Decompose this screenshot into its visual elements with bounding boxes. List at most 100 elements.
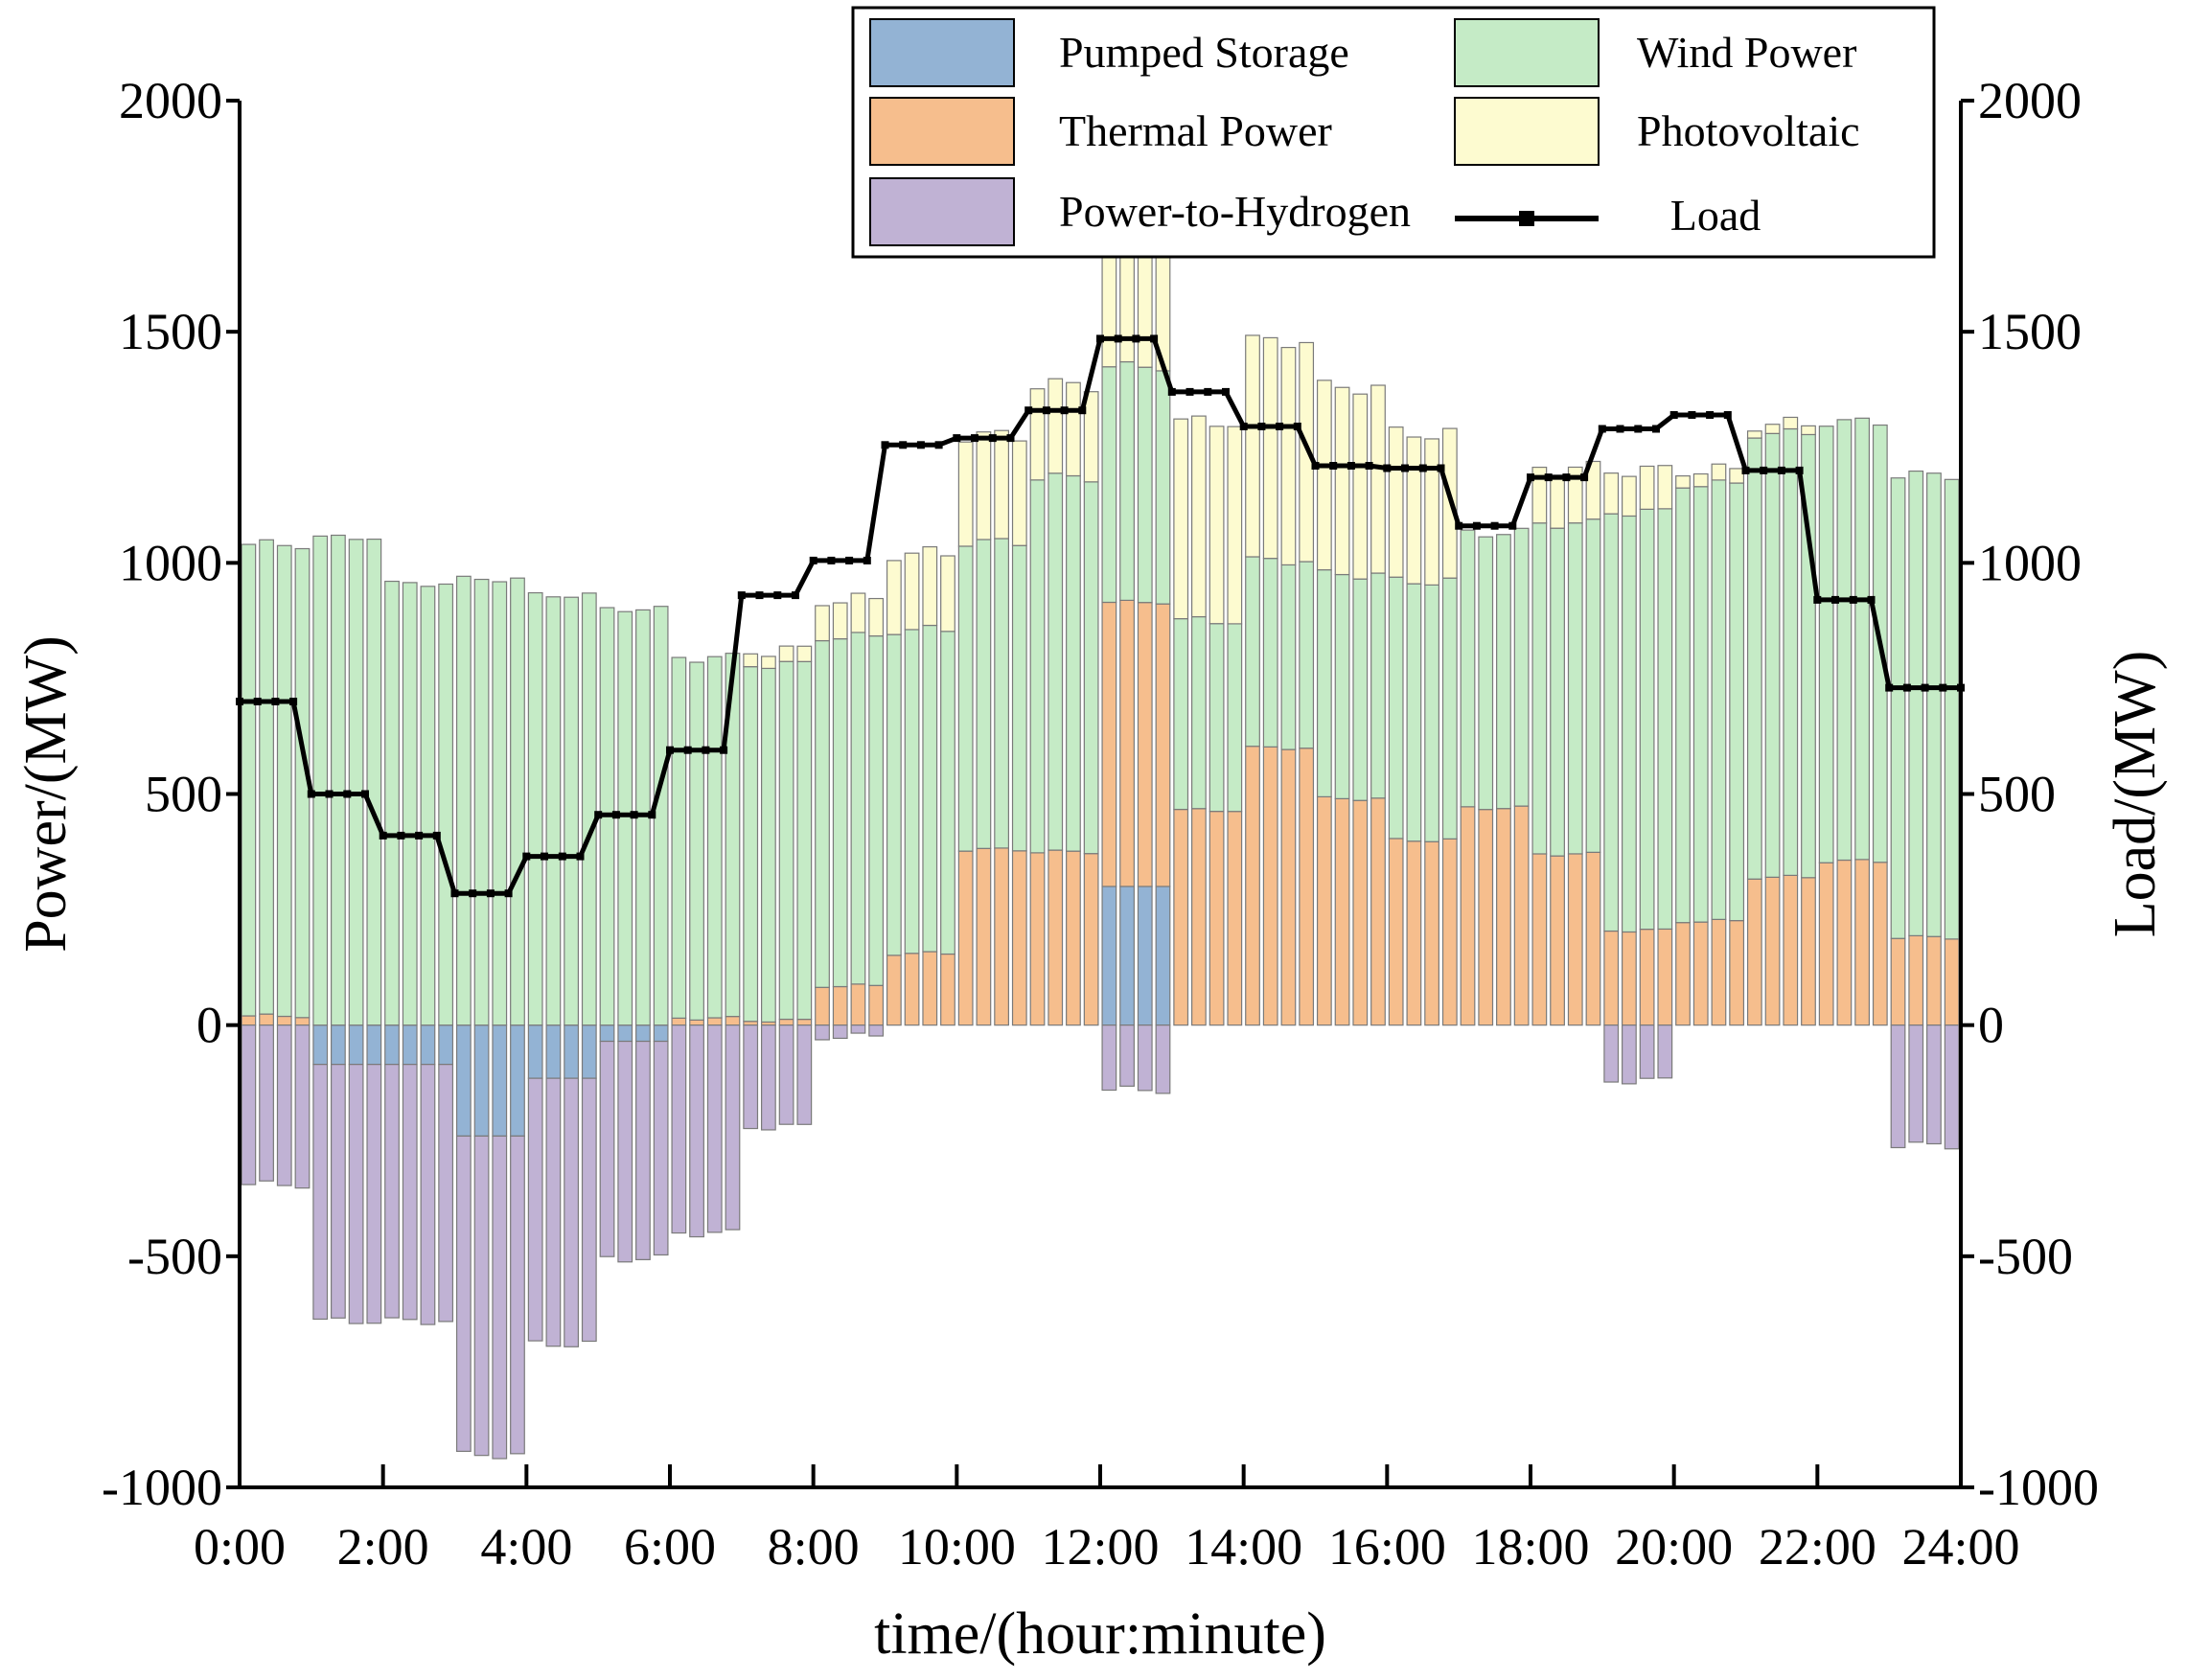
y-left-tick-label: 2000 — [119, 72, 222, 129]
x-tick-label: 6:00 — [624, 1518, 716, 1576]
bar-thermal — [976, 847, 992, 1026]
bar-wind — [1908, 470, 1924, 936]
bar-wind — [1657, 508, 1673, 931]
bar-wind — [1299, 561, 1315, 749]
bar-thermal — [1657, 928, 1673, 1026]
load-marker — [953, 434, 961, 443]
bar-wind — [1155, 370, 1171, 605]
bar-wind — [241, 543, 257, 1017]
load-marker — [720, 746, 728, 754]
load-marker — [1580, 473, 1589, 482]
bar-thermal — [1675, 922, 1691, 1026]
bar-p2h — [1908, 1024, 1924, 1143]
bar-pumped — [438, 1024, 454, 1066]
x-tick-label: 2:00 — [337, 1518, 429, 1576]
bar-pumped — [473, 1024, 490, 1138]
legend-swatch-p2h — [869, 177, 1015, 246]
bar-wind — [1066, 474, 1081, 852]
bar-wind — [1334, 573, 1350, 799]
load-marker — [1795, 466, 1804, 474]
load-marker — [1204, 387, 1212, 396]
load-marker — [504, 889, 513, 898]
bar-wind — [1137, 366, 1153, 604]
bar-pumped — [617, 1024, 633, 1043]
bar-wind — [1352, 578, 1369, 801]
legend-label-wind: Wind Power — [1637, 28, 1856, 77]
bar-wind — [922, 624, 938, 953]
load-marker — [1365, 462, 1373, 470]
load-marker — [1527, 473, 1534, 482]
load-marker — [1508, 521, 1517, 530]
bar-wind — [527, 591, 543, 1026]
bar-wind — [276, 544, 292, 1018]
bar-wind — [706, 656, 723, 1019]
load-marker — [1813, 595, 1822, 604]
bar-thermal — [1567, 853, 1583, 1026]
load-marker — [1472, 521, 1481, 530]
bar-wind — [1854, 417, 1871, 861]
load-marker — [1669, 411, 1678, 419]
bar-p2h — [671, 1024, 687, 1234]
load-marker — [1831, 595, 1839, 604]
bar-pumped — [492, 1024, 508, 1138]
bar-thermal — [1908, 934, 1924, 1026]
bar-wind — [1944, 478, 1960, 940]
bar-pumped — [1101, 886, 1117, 1026]
bar-pv — [1550, 474, 1565, 529]
x-tick-label: 10:00 — [898, 1518, 1016, 1576]
load-marker — [1347, 462, 1355, 470]
bar-pv — [1424, 438, 1440, 587]
bar-pv — [760, 656, 776, 670]
bar-wind — [420, 586, 436, 1026]
load-marker — [397, 831, 405, 840]
bar-wind — [689, 661, 704, 1021]
bar-pumped — [545, 1024, 562, 1079]
bar-wind — [1639, 508, 1655, 931]
y-right-tick-label: -1000 — [1978, 1459, 2099, 1516]
bar-p2h — [527, 1077, 543, 1342]
bar-wind — [1424, 584, 1440, 842]
bar-wind — [1262, 558, 1278, 748]
bar-p2h — [725, 1024, 741, 1231]
legend: Pumped Storage Wind Power Thermal Power Pho… — [851, 6, 1936, 259]
bar-wind — [259, 539, 274, 1015]
bar-pumped — [402, 1024, 418, 1066]
bar-thermal — [1872, 862, 1888, 1026]
y-right-tick-label: 500 — [1978, 766, 2056, 823]
load-marker — [1885, 683, 1894, 692]
load-marker — [1688, 411, 1696, 419]
y-left-tick-label: 1500 — [119, 303, 222, 360]
bar-p2h — [868, 1024, 885, 1037]
bar-p2h — [760, 1024, 776, 1131]
bar-thermal — [1531, 853, 1548, 1026]
bar-p2h — [241, 1024, 257, 1185]
load-marker — [1634, 425, 1643, 433]
bar-p2h — [455, 1135, 472, 1452]
bar-wind — [940, 631, 955, 955]
bar-thermal — [832, 985, 848, 1026]
x-tick-label: 24:00 — [1901, 1518, 2019, 1576]
load-marker — [1257, 423, 1266, 430]
load-marker — [1311, 462, 1320, 470]
load-marker — [1060, 406, 1069, 415]
load-marker — [469, 889, 477, 898]
y-right-tick-label: 2000 — [1978, 72, 2082, 129]
bar-p2h — [850, 1024, 866, 1034]
bar-p2h — [1621, 1024, 1637, 1085]
bar-wind — [1011, 544, 1027, 852]
y-left-tick-label: 500 — [145, 766, 222, 823]
bar-p2h — [259, 1024, 274, 1182]
bar-pv — [743, 653, 759, 668]
bar-pv — [904, 552, 920, 631]
bar-thermal — [1801, 877, 1816, 1026]
bar-p2h — [815, 1024, 830, 1041]
load-marker — [1042, 406, 1050, 415]
load-marker — [1293, 423, 1301, 430]
bar-p2h — [1639, 1024, 1655, 1079]
load-marker — [1078, 406, 1087, 415]
bar-pv — [1011, 440, 1027, 546]
bar-pv — [1370, 384, 1386, 574]
bar-thermal — [1711, 918, 1727, 1026]
load-marker — [1849, 595, 1857, 604]
